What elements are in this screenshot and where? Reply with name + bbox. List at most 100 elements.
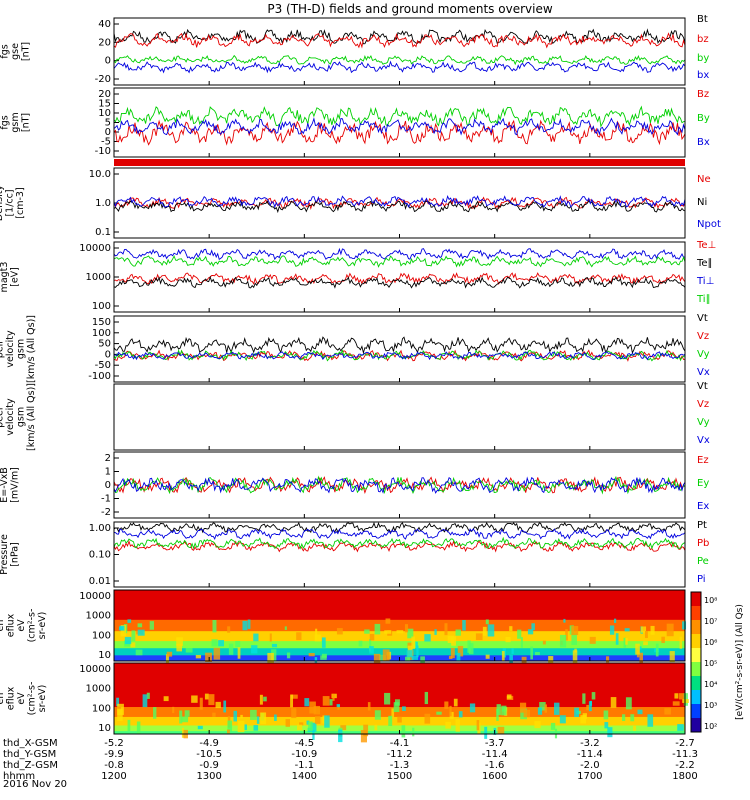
- heatmap-cell: [204, 693, 209, 700]
- y-axis-label-line: [eV]: [10, 267, 21, 287]
- heatmap-cell: [484, 726, 488, 739]
- heatmap-cell: [606, 656, 610, 663]
- y-tick-label: 0.1: [95, 227, 111, 238]
- y-tick-label: 0: [105, 127, 111, 138]
- heatmap-cell: [406, 650, 413, 658]
- y-tick-label: 50: [98, 339, 111, 350]
- heatmap-cell: [456, 652, 461, 662]
- heatmap-cell: [625, 637, 628, 645]
- y-axis-label-line: magt3: [0, 262, 10, 293]
- heatmap-cell: [227, 720, 233, 732]
- legend-entry: Pe: [697, 556, 709, 567]
- legend-entry: bx: [697, 70, 709, 81]
- panel-10: thdpeerenefluxeV(cm²-s-sr-eV) 10000 1000 10…: [0, 662, 689, 743]
- heatmap-cell: [501, 705, 507, 716]
- date-label: 2016 Nov 20: [3, 779, 67, 790]
- heatmap-cell: [237, 647, 241, 659]
- heatmap-cell: [523, 709, 530, 718]
- heatmap-cell: [384, 630, 392, 634]
- y-tick-label: -2: [101, 507, 111, 518]
- heatmap-cell: [212, 619, 217, 633]
- heatmap-cell: [364, 629, 370, 634]
- heatmap-cell: [622, 714, 626, 721]
- series-line-by: [113, 54, 686, 66]
- heatmap-band: [114, 707, 685, 718]
- y-axis-label: E=-VxB [mV/m]: [0, 467, 21, 503]
- legend-entry: Vx: [697, 367, 710, 378]
- heatmap-cell: [290, 694, 294, 708]
- heatmap-cell: [609, 625, 615, 635]
- heatmap-cell: [117, 707, 121, 711]
- series-line-Bx: [113, 116, 686, 136]
- heatmap-cell: [401, 725, 406, 738]
- x-axis-value: -11.4: [577, 749, 603, 760]
- series-line-Pt: [113, 521, 686, 534]
- heatmap-cell: [267, 652, 274, 665]
- heatmap-cell: [563, 618, 566, 623]
- y-axis-label-line: gse: [10, 43, 21, 60]
- heatmap-cell: [679, 636, 683, 649]
- heatmap-cell: [228, 643, 234, 655]
- x-axis-value: -11.3: [672, 749, 698, 760]
- heatmap-cell: [666, 623, 674, 637]
- x-axis-value: -2.7: [675, 738, 695, 749]
- heatmap-cell: [396, 630, 404, 634]
- heatmap-band: [114, 725, 685, 732]
- x-axis-value: 1600: [482, 771, 507, 782]
- heatmap-cell: [259, 694, 263, 705]
- heatmap-cell: [191, 695, 198, 703]
- legend-entry: Ti∥: [696, 294, 711, 305]
- y-axis-label-line: eflux: [6, 686, 17, 710]
- series-line-bz: [113, 32, 686, 49]
- heatmap-cell: [226, 729, 230, 734]
- x-axis-table: thd_X-GSM -5.2 -4.9 -4.5 -4.1 -3.7 -3.2 -2.7 thd…: [3, 738, 698, 782]
- heatmap-cell: [237, 720, 245, 733]
- series-line-Pe: [113, 536, 686, 550]
- y-axis-label-line: en: [0, 693, 6, 705]
- x-axis-value: -9.9: [104, 749, 124, 760]
- heatmap-cell: [640, 626, 647, 633]
- heatmap-cell: [455, 629, 461, 636]
- heatmap-cell: [369, 639, 372, 652]
- heatmap-cell: [120, 625, 127, 637]
- y-axis-label-line: [mV/m]: [10, 467, 21, 503]
- y-tick-label: -20: [95, 74, 111, 85]
- heatmap-cell: [205, 652, 212, 662]
- heatmap-cell: [519, 702, 527, 713]
- heatmap-cell: [586, 704, 590, 711]
- y-tick-label: 2: [105, 453, 111, 464]
- legend-entry: Ex: [697, 501, 709, 512]
- heatmap-cell: [165, 654, 169, 667]
- legend-entry: Vz: [697, 331, 709, 342]
- y-axis-label: thdpeirenefluxeV(cm²-s-sr-eV): [0, 609, 48, 643]
- x-axis-value: 1700: [577, 771, 602, 782]
- x-axis-value: -4.1: [390, 738, 410, 749]
- heatmap-cell: [520, 637, 523, 648]
- x-axis-row-label: thd_Y-GSM: [3, 749, 56, 760]
- colorbar-tick-label: 10⁶: [704, 638, 717, 647]
- heatmap-cell: [253, 725, 259, 731]
- heatmap-cell: [607, 727, 613, 738]
- heatmap-cell: [213, 647, 221, 660]
- heatmap-cell: [185, 647, 193, 653]
- heatmap-cell: [251, 645, 258, 654]
- y-axis-label-line: [1/cc]: [5, 189, 16, 216]
- heatmap-cell: [332, 693, 335, 701]
- legend-entry: Vy: [697, 349, 710, 360]
- x-axis-value: -4.5: [295, 738, 315, 749]
- x-axis-row-label: thd_Z-GSM: [3, 760, 58, 771]
- heatmap-cell: [314, 716, 321, 724]
- heatmap-cell: [135, 649, 143, 656]
- heatmap-cell: [118, 626, 124, 631]
- heatmap-cell: [469, 703, 476, 713]
- y-axis-label-line: sr-eV): [37, 685, 48, 713]
- heatmap-cell: [227, 626, 231, 633]
- heatmap-cell: [485, 654, 490, 659]
- heatmap-cell: [509, 626, 513, 632]
- colorbar-segment: [691, 662, 701, 677]
- heatmap-cell: [240, 714, 243, 719]
- heatmap-cell: [589, 636, 596, 644]
- heatmap-cell: [285, 719, 291, 727]
- heatmap-cell: [625, 697, 632, 710]
- y-axis-label: Pressure [nPa]: [0, 534, 21, 575]
